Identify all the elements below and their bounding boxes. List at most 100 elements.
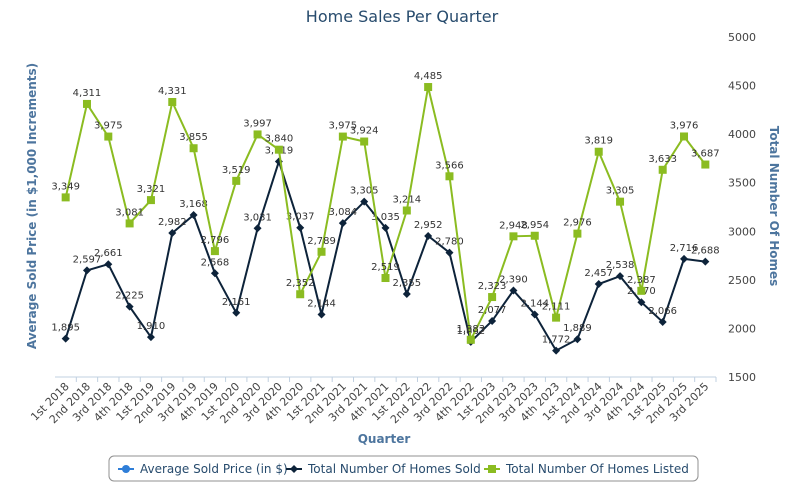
data-point[interactable] bbox=[360, 197, 369, 206]
data-point[interactable] bbox=[381, 274, 390, 283]
legend-item[interactable]: Average Sold Price (in $) bbox=[140, 462, 288, 476]
data-point[interactable] bbox=[488, 293, 497, 302]
series-2: 3,349 4,311 3,975 3,081 3,321 4,331 3,855 2,796… bbox=[51, 71, 720, 344]
data-point[interactable] bbox=[210, 269, 219, 278]
data-label: 3,321 bbox=[137, 184, 166, 195]
data-point[interactable] bbox=[360, 137, 369, 146]
data-point[interactable] bbox=[445, 172, 454, 181]
data-point[interactable] bbox=[381, 223, 390, 232]
data-point[interactable] bbox=[680, 254, 689, 263]
data-point[interactable] bbox=[466, 335, 475, 344]
data-point[interactable] bbox=[82, 99, 91, 108]
data-label: 3,840 bbox=[265, 134, 294, 145]
data-point[interactable] bbox=[637, 286, 646, 295]
data-label: 2,661 bbox=[94, 248, 123, 259]
data-label: 2,716 bbox=[670, 243, 699, 254]
data-point[interactable] bbox=[232, 308, 241, 317]
data-point[interactable] bbox=[189, 210, 198, 219]
data-label: 3,976 bbox=[670, 120, 699, 131]
data-point[interactable] bbox=[210, 247, 219, 256]
data-point[interactable] bbox=[104, 260, 113, 269]
data-label: 2,688 bbox=[691, 246, 720, 257]
data-point[interactable] bbox=[616, 197, 625, 206]
data-label: 1,910 bbox=[137, 321, 166, 332]
data-label: 3,168 bbox=[179, 199, 208, 210]
y-tick-label: 5000 bbox=[728, 31, 756, 44]
data-label: 2,161 bbox=[222, 297, 251, 308]
data-label: 3,997 bbox=[243, 118, 272, 129]
legend: Average Sold Price (in $) Total Number Of… bbox=[108, 455, 699, 482]
data-label: 2,952 bbox=[414, 220, 443, 231]
data-point[interactable] bbox=[402, 289, 411, 298]
data-point[interactable] bbox=[168, 229, 177, 238]
data-label: 3,975 bbox=[94, 121, 123, 132]
data-point[interactable] bbox=[658, 318, 667, 327]
data-point[interactable] bbox=[61, 334, 70, 343]
data-point[interactable] bbox=[189, 144, 198, 153]
data-point[interactable] bbox=[402, 206, 411, 215]
data-point[interactable] bbox=[530, 310, 539, 319]
data-label: 2,390 bbox=[499, 275, 528, 286]
data-point[interactable] bbox=[317, 247, 326, 256]
data-label: 3,687 bbox=[691, 149, 720, 160]
data-point[interactable] bbox=[146, 196, 155, 205]
data-point[interactable] bbox=[445, 248, 454, 257]
data-point[interactable] bbox=[253, 224, 262, 233]
data-label: 3,633 bbox=[648, 154, 677, 165]
chart-title: Home Sales Per Quarter bbox=[306, 7, 499, 26]
data-point[interactable] bbox=[488, 316, 497, 325]
data-point[interactable] bbox=[594, 280, 603, 289]
data-point[interactable] bbox=[552, 346, 561, 355]
data-point[interactable] bbox=[274, 145, 283, 154]
legend-item[interactable]: Total Number Of Homes Listed bbox=[505, 462, 689, 476]
data-point[interactable] bbox=[125, 302, 134, 311]
data-label: 3,819 bbox=[584, 136, 613, 147]
data-label: 2,954 bbox=[520, 220, 549, 231]
data-point[interactable] bbox=[658, 165, 667, 174]
data-label: 2,225 bbox=[115, 291, 144, 302]
data-point[interactable] bbox=[701, 257, 710, 266]
y-tick-label: 1500 bbox=[728, 371, 756, 384]
data-point[interactable] bbox=[424, 83, 433, 92]
data-point[interactable] bbox=[424, 231, 433, 240]
data-point[interactable] bbox=[637, 298, 646, 307]
y-tick-label: 2000 bbox=[728, 322, 756, 335]
data-point[interactable] bbox=[253, 130, 262, 139]
data-label: 2,457 bbox=[584, 268, 613, 279]
data-point[interactable] bbox=[701, 160, 710, 169]
data-point[interactable] bbox=[616, 272, 625, 281]
data-point[interactable] bbox=[104, 132, 113, 141]
data-label: 3,519 bbox=[222, 165, 251, 176]
data-label: 1,895 bbox=[51, 323, 80, 334]
data-point[interactable] bbox=[317, 310, 326, 319]
data-point[interactable] bbox=[573, 335, 582, 344]
data-point[interactable] bbox=[680, 132, 689, 141]
data-point[interactable] bbox=[168, 97, 177, 106]
data-point[interactable] bbox=[232, 176, 241, 185]
data-point[interactable] bbox=[509, 286, 518, 295]
legend-item[interactable]: Total Number Of Homes Sold bbox=[307, 462, 481, 476]
data-point[interactable] bbox=[338, 132, 347, 141]
data-point[interactable] bbox=[61, 193, 70, 202]
data-point[interactable] bbox=[338, 219, 347, 228]
data-point[interactable] bbox=[552, 313, 561, 322]
data-point[interactable] bbox=[82, 266, 91, 275]
data-label: 1,883 bbox=[456, 324, 485, 335]
data-point[interactable] bbox=[146, 333, 155, 342]
legend-marker bbox=[488, 465, 496, 473]
data-label: 2,323 bbox=[478, 281, 507, 292]
data-point[interactable] bbox=[594, 147, 603, 156]
data-label: 3,084 bbox=[329, 207, 358, 218]
data-point[interactable] bbox=[296, 290, 305, 299]
data-label: 2,780 bbox=[435, 237, 464, 248]
data-point[interactable] bbox=[573, 229, 582, 238]
data-point[interactable] bbox=[509, 232, 518, 241]
data-point[interactable] bbox=[125, 219, 134, 228]
data-point[interactable] bbox=[530, 231, 539, 240]
y-tick-label: 2500 bbox=[728, 274, 756, 287]
data-label: 4,311 bbox=[73, 88, 102, 99]
data-label: 3,924 bbox=[350, 126, 379, 137]
data-point[interactable] bbox=[296, 223, 305, 232]
